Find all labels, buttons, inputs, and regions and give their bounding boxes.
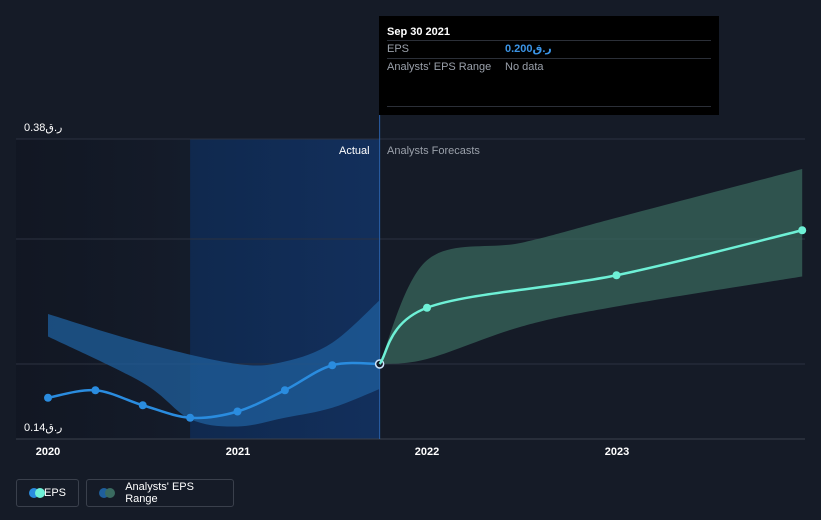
tooltip: Sep 30 2021 EPS 0.200ر.ق Analysts' EPS R… xyxy=(379,16,719,115)
eps-point-actual xyxy=(91,386,100,395)
tooltip-date: Sep 30 2021 xyxy=(387,26,450,38)
legend-item-range[interactable]: Analysts' EPS Range xyxy=(86,479,234,507)
y-axis-top-label: 0.38ر.ق xyxy=(24,122,63,134)
eps-line-actual xyxy=(47,361,380,420)
range-band-forecast xyxy=(379,169,803,364)
tooltip-row-range: Analysts' EPS Range No data xyxy=(387,58,711,76)
x-tick-label: 2021 xyxy=(225,446,251,458)
x-tick-label: 2020 xyxy=(35,446,61,458)
legend-item-eps[interactable]: EPS xyxy=(16,479,79,507)
eps-point-actual xyxy=(328,361,337,370)
tooltip-row-label: EPS xyxy=(387,43,410,55)
range-band-actual xyxy=(48,300,380,427)
y-axis-bottom-label: 0.14ر.ق xyxy=(24,422,63,434)
eps-point-actual xyxy=(186,413,195,422)
tooltip-row-eps: EPS 0.200ر.ق xyxy=(387,40,711,58)
x-tick-label: 2023 xyxy=(604,446,630,458)
eps-point-forecast xyxy=(798,226,807,235)
forecast-zone-label: Analysts Forecasts xyxy=(387,145,480,157)
eps-point-forecast xyxy=(612,271,621,280)
range-legend-icon xyxy=(99,488,119,498)
legend-label: Analysts' EPS Range xyxy=(125,481,194,505)
actual-zone-label: Actual xyxy=(339,145,370,157)
eps-point-actual xyxy=(233,407,242,416)
tooltip-row-label: Analysts' EPS Range xyxy=(387,61,492,73)
tooltip-row-value: 0.200ر.ق xyxy=(505,43,552,55)
legend-label: EPS xyxy=(43,487,66,499)
tooltip-row-value: No data xyxy=(505,61,544,73)
eps-point-forecast xyxy=(423,303,431,312)
eps-point-actual xyxy=(44,393,52,402)
x-tick-label: 2022 xyxy=(414,446,440,458)
eps-point-actual xyxy=(280,386,289,395)
eps-point-actual xyxy=(138,401,147,410)
eps-line-forecast xyxy=(378,229,803,365)
eps-legend-icon xyxy=(29,488,45,498)
tooltip-divider xyxy=(387,106,711,107)
